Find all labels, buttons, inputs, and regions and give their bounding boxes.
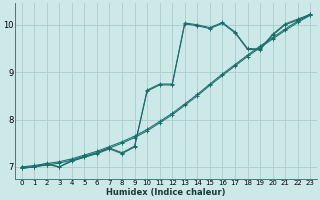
X-axis label: Humidex (Indice chaleur): Humidex (Indice chaleur) (106, 188, 226, 197)
